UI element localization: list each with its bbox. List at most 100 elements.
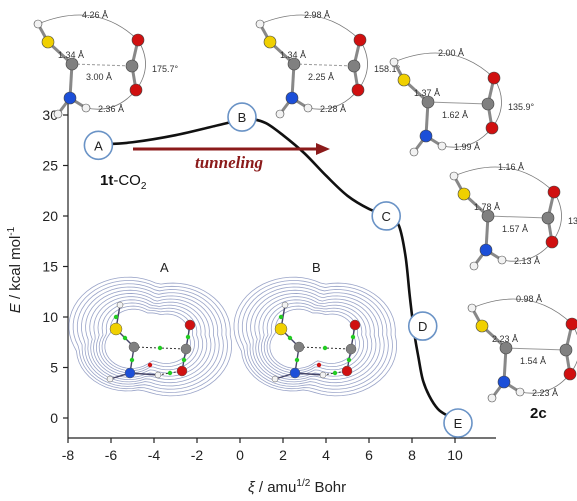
molecular-structures: 4.26 Å 1.34 Å 3.00 Å 175.7° 2.36 Å 2.98 Å 1.34… <box>33 10 577 403</box>
cc-bond <box>293 63 355 67</box>
atom <box>353 33 367 47</box>
critical-point <box>278 314 284 320</box>
y-tick-label: 25 <box>42 158 58 174</box>
contour-map-b <box>233 276 398 397</box>
distance-label: 1.54 Å <box>520 356 546 366</box>
atom <box>275 109 285 119</box>
atom <box>128 341 140 353</box>
product-label: 2c <box>530 405 547 422</box>
atom <box>319 371 327 379</box>
tunneling-label: tunneling <box>195 153 264 172</box>
critical-point <box>350 334 356 340</box>
point-label: C <box>382 209 391 224</box>
atom <box>421 95 435 109</box>
atom <box>479 243 493 257</box>
point-label: E <box>454 416 463 431</box>
x-ticks: -8 -6 -4 -2 0 2 4 6 8 10 <box>62 438 463 463</box>
point-marker-e <box>443 408 473 438</box>
qtaim-insets: A B <box>68 260 398 397</box>
distance-label: 1.34 Å <box>58 50 84 60</box>
y-tick-label: 0 <box>50 410 58 426</box>
x-tick-label: 2 <box>279 447 287 463</box>
reactant-label: 1t-CO2 <box>100 172 147 192</box>
critical-point <box>129 357 135 363</box>
atom <box>116 301 124 309</box>
panel-a-title: A <box>160 260 169 275</box>
atom <box>53 109 63 119</box>
contour-line <box>258 296 373 378</box>
distance-label: 1.34 Å <box>280 50 306 60</box>
critical-point <box>287 335 293 341</box>
atom <box>541 211 555 225</box>
structure-d: 1.16 Å 1.78 Å 1.57 Å 133.1° 2.13 Å <box>449 162 577 271</box>
atom <box>467 303 477 313</box>
structure-e: 0.98 Å2.23 Å1.54 Å124.32.23 Å <box>467 294 577 403</box>
atom <box>65 57 79 71</box>
atom <box>497 255 507 265</box>
critical-point <box>332 370 338 376</box>
distance-arc <box>37 14 139 41</box>
ring-critical-point <box>147 362 153 368</box>
atom <box>33 19 43 29</box>
contour-line <box>269 308 356 369</box>
energy-curve <box>102 117 456 420</box>
contour-line <box>254 293 377 381</box>
y-tick-label: 15 <box>42 259 58 275</box>
structure-a: 4.26 Å 1.34 Å 3.00 Å 175.7° 2.36 Å <box>33 10 179 119</box>
atom <box>176 365 188 377</box>
contour-line <box>101 305 195 372</box>
contour-line <box>98 302 199 374</box>
bond-path <box>298 346 352 350</box>
atom <box>515 387 525 397</box>
cc-bond <box>487 215 549 219</box>
distance-arc <box>259 14 361 41</box>
distance-arc <box>471 298 573 325</box>
cc-bond <box>71 63 133 67</box>
atom <box>285 91 299 105</box>
atom <box>547 185 561 199</box>
point-label: A <box>94 138 103 153</box>
x-tick-label: 8 <box>408 447 416 463</box>
structure-c: 2.00 Å 1.37 Å 1.62 Å 135.9° 1.99 Å <box>389 48 535 157</box>
panel-b-title: B <box>312 260 321 275</box>
contour-map-a <box>68 276 233 397</box>
critical-point <box>167 370 173 376</box>
atom <box>154 371 162 379</box>
atom <box>124 367 136 379</box>
distance-label: 175.7° <box>152 64 179 74</box>
atom <box>351 83 365 97</box>
ring-critical-point <box>316 362 322 368</box>
critical-point <box>113 314 119 320</box>
atom <box>449 171 459 181</box>
distance-label: 1.16 Å <box>498 162 524 172</box>
atom <box>497 375 511 389</box>
contour-line <box>76 283 224 390</box>
x-tick-label: 0 <box>236 447 244 463</box>
contour-line <box>233 276 398 397</box>
point-label: B <box>238 110 247 125</box>
atom <box>109 322 123 336</box>
y-axis-label: E / kcal mol-1 <box>6 226 24 313</box>
distance-label: 2.13 Å <box>514 256 540 266</box>
contour-line <box>85 289 216 384</box>
bond-path <box>133 346 187 350</box>
atom <box>125 59 139 73</box>
point-marker-b <box>227 102 257 132</box>
point-marker-d <box>407 311 438 341</box>
contour-line <box>89 293 212 381</box>
contour-line <box>68 276 233 397</box>
structure-b: 2.98 Å 1.34 Å 2.25 Å 158.1° 2.28 Å <box>255 10 401 119</box>
atom <box>485 121 499 135</box>
contour-line <box>250 289 381 384</box>
point-marker-a <box>83 130 114 161</box>
distance-label: 2.23 Å <box>532 388 558 398</box>
point-label: D <box>418 319 427 334</box>
distance-label: 1.57 Å <box>502 224 528 234</box>
atom <box>255 19 265 29</box>
distance-label: 1.78 Å <box>474 202 500 212</box>
critical-point <box>157 345 163 351</box>
atom <box>287 57 301 71</box>
atom <box>63 91 77 105</box>
contour-line <box>241 283 389 390</box>
